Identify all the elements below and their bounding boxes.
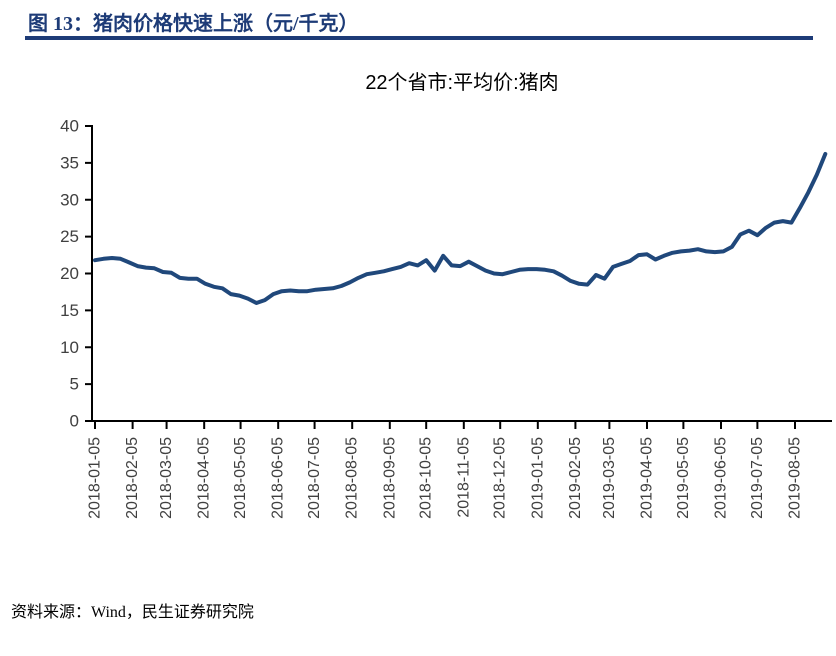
x-tick-label: 2018-02-05	[124, 437, 141, 519]
y-tick-label: 20	[60, 264, 79, 283]
chart-title: 22个省市:平均价:猪肉	[365, 72, 559, 94]
y-tick-label: 30	[60, 190, 79, 209]
price-line	[93, 152, 828, 305]
y-tick-label: 40	[60, 117, 79, 136]
y-tick-label: 35	[60, 153, 79, 172]
x-tick-label: 2018-11-05	[455, 437, 472, 518]
header-rule	[25, 36, 813, 40]
x-tick-label: 2019-06-05	[712, 437, 729, 519]
x-tick-label: 2018-05-05	[232, 437, 249, 519]
figure-caption: 图 13：猪肉价格快速上涨（元/千克）	[28, 13, 359, 35]
x-tick-label: 2019-04-05	[638, 437, 655, 519]
x-tick-label: 2019-01-05	[529, 437, 546, 519]
x-tick-label: 2018-10-05	[418, 437, 435, 519]
x-tick-label: 2018-12-05	[492, 437, 509, 519]
y-tick-label: 10	[60, 338, 79, 357]
x-tick-label: 2018-07-05	[306, 437, 323, 519]
x-tick-label: 2019-03-05	[601, 437, 618, 519]
x-tick-label: 2019-02-05	[567, 437, 584, 519]
x-tick-label: 2018-04-05	[196, 437, 213, 519]
x-tick-label: 2019-07-05	[749, 437, 766, 519]
y-tick-label: 15	[60, 301, 79, 320]
y-tick-label: 5	[70, 375, 79, 394]
x-tick-label: 2019-08-05	[787, 437, 804, 519]
y-tick-label: 0	[70, 412, 79, 431]
x-tick-label: 2018-08-05	[344, 437, 361, 519]
x-tick-label: 2018-06-05	[270, 437, 287, 519]
y-tick-label: 25	[60, 227, 79, 246]
x-tick-label: 2018-09-05	[381, 437, 398, 519]
x-tick-label: 2019-05-05	[675, 437, 692, 519]
source-note: 资料来源：Wind，民生证券研究院	[11, 604, 254, 621]
x-tick-label: 2018-01-05	[87, 437, 104, 519]
x-tick-label: 2018-03-05	[158, 437, 175, 519]
